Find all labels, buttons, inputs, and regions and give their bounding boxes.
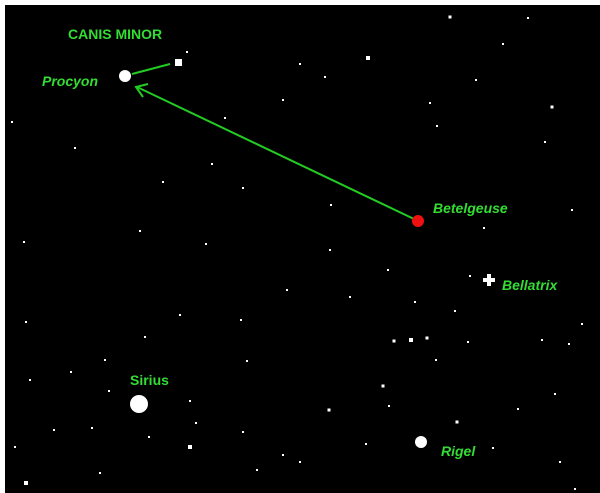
star (195, 422, 197, 424)
star (467, 341, 469, 343)
star (324, 76, 326, 78)
star-label: Betelgeuse (433, 200, 508, 216)
star (574, 488, 576, 490)
star-label: Bellatrix (502, 277, 558, 293)
star (108, 390, 110, 392)
star (330, 204, 332, 206)
star (23, 241, 25, 243)
star (256, 469, 258, 471)
star (425, 336, 429, 340)
star (74, 147, 76, 149)
star (554, 393, 556, 395)
star (175, 59, 182, 66)
star (188, 445, 192, 449)
star (568, 343, 570, 345)
star-bellatrix (483, 274, 495, 286)
star (469, 275, 471, 277)
star (581, 323, 583, 325)
star (242, 187, 244, 189)
star (435, 359, 437, 361)
star (381, 384, 385, 388)
star (388, 405, 390, 407)
star (53, 429, 55, 431)
star-label: Procyon (42, 73, 98, 89)
star (29, 379, 31, 381)
star (455, 420, 459, 424)
star (99, 472, 101, 474)
star (14, 446, 16, 448)
star (205, 243, 207, 245)
star (414, 301, 416, 303)
star (448, 15, 452, 19)
star (282, 99, 284, 101)
star (365, 443, 367, 445)
star (559, 461, 561, 463)
star-rigel (415, 436, 427, 448)
star (454, 310, 456, 312)
star (550, 105, 554, 109)
star (409, 338, 413, 342)
star (475, 79, 477, 81)
star (492, 447, 494, 449)
star (246, 360, 248, 362)
star (104, 359, 106, 361)
star (299, 63, 301, 65)
star (517, 408, 519, 410)
star-field (11, 15, 583, 490)
sky (5, 5, 600, 493)
star (282, 454, 284, 456)
star (11, 121, 13, 123)
star (392, 339, 396, 343)
star (144, 336, 146, 338)
star (91, 427, 93, 429)
star (242, 431, 244, 433)
star (211, 163, 213, 165)
star-label: Rigel (441, 443, 476, 459)
star (541, 339, 543, 341)
star (571, 209, 573, 211)
star (544, 141, 546, 143)
star (429, 102, 431, 104)
star (527, 17, 529, 19)
star (186, 51, 188, 53)
star (139, 230, 141, 232)
star-label: Sirius (130, 372, 169, 388)
star (286, 289, 288, 291)
star (299, 461, 301, 463)
star (349, 296, 351, 298)
star (25, 321, 27, 323)
star (189, 400, 191, 402)
star-betelgeuse (412, 215, 424, 227)
star (24, 481, 28, 485)
constellation-label: CANIS MINOR (68, 26, 162, 42)
constellation-line (131, 63, 171, 75)
star-sirius (130, 395, 148, 413)
star (436, 125, 438, 127)
star (387, 269, 389, 271)
star-procyon (119, 70, 131, 82)
arrow-head (134, 83, 149, 98)
star (179, 314, 181, 316)
star (502, 43, 504, 45)
star (329, 249, 331, 251)
star (327, 408, 331, 412)
pointer-line (136, 86, 415, 220)
star (70, 371, 72, 373)
star (240, 319, 242, 321)
star (224, 117, 226, 119)
star (366, 56, 370, 60)
star (162, 181, 164, 183)
star (148, 436, 150, 438)
star (483, 227, 485, 229)
